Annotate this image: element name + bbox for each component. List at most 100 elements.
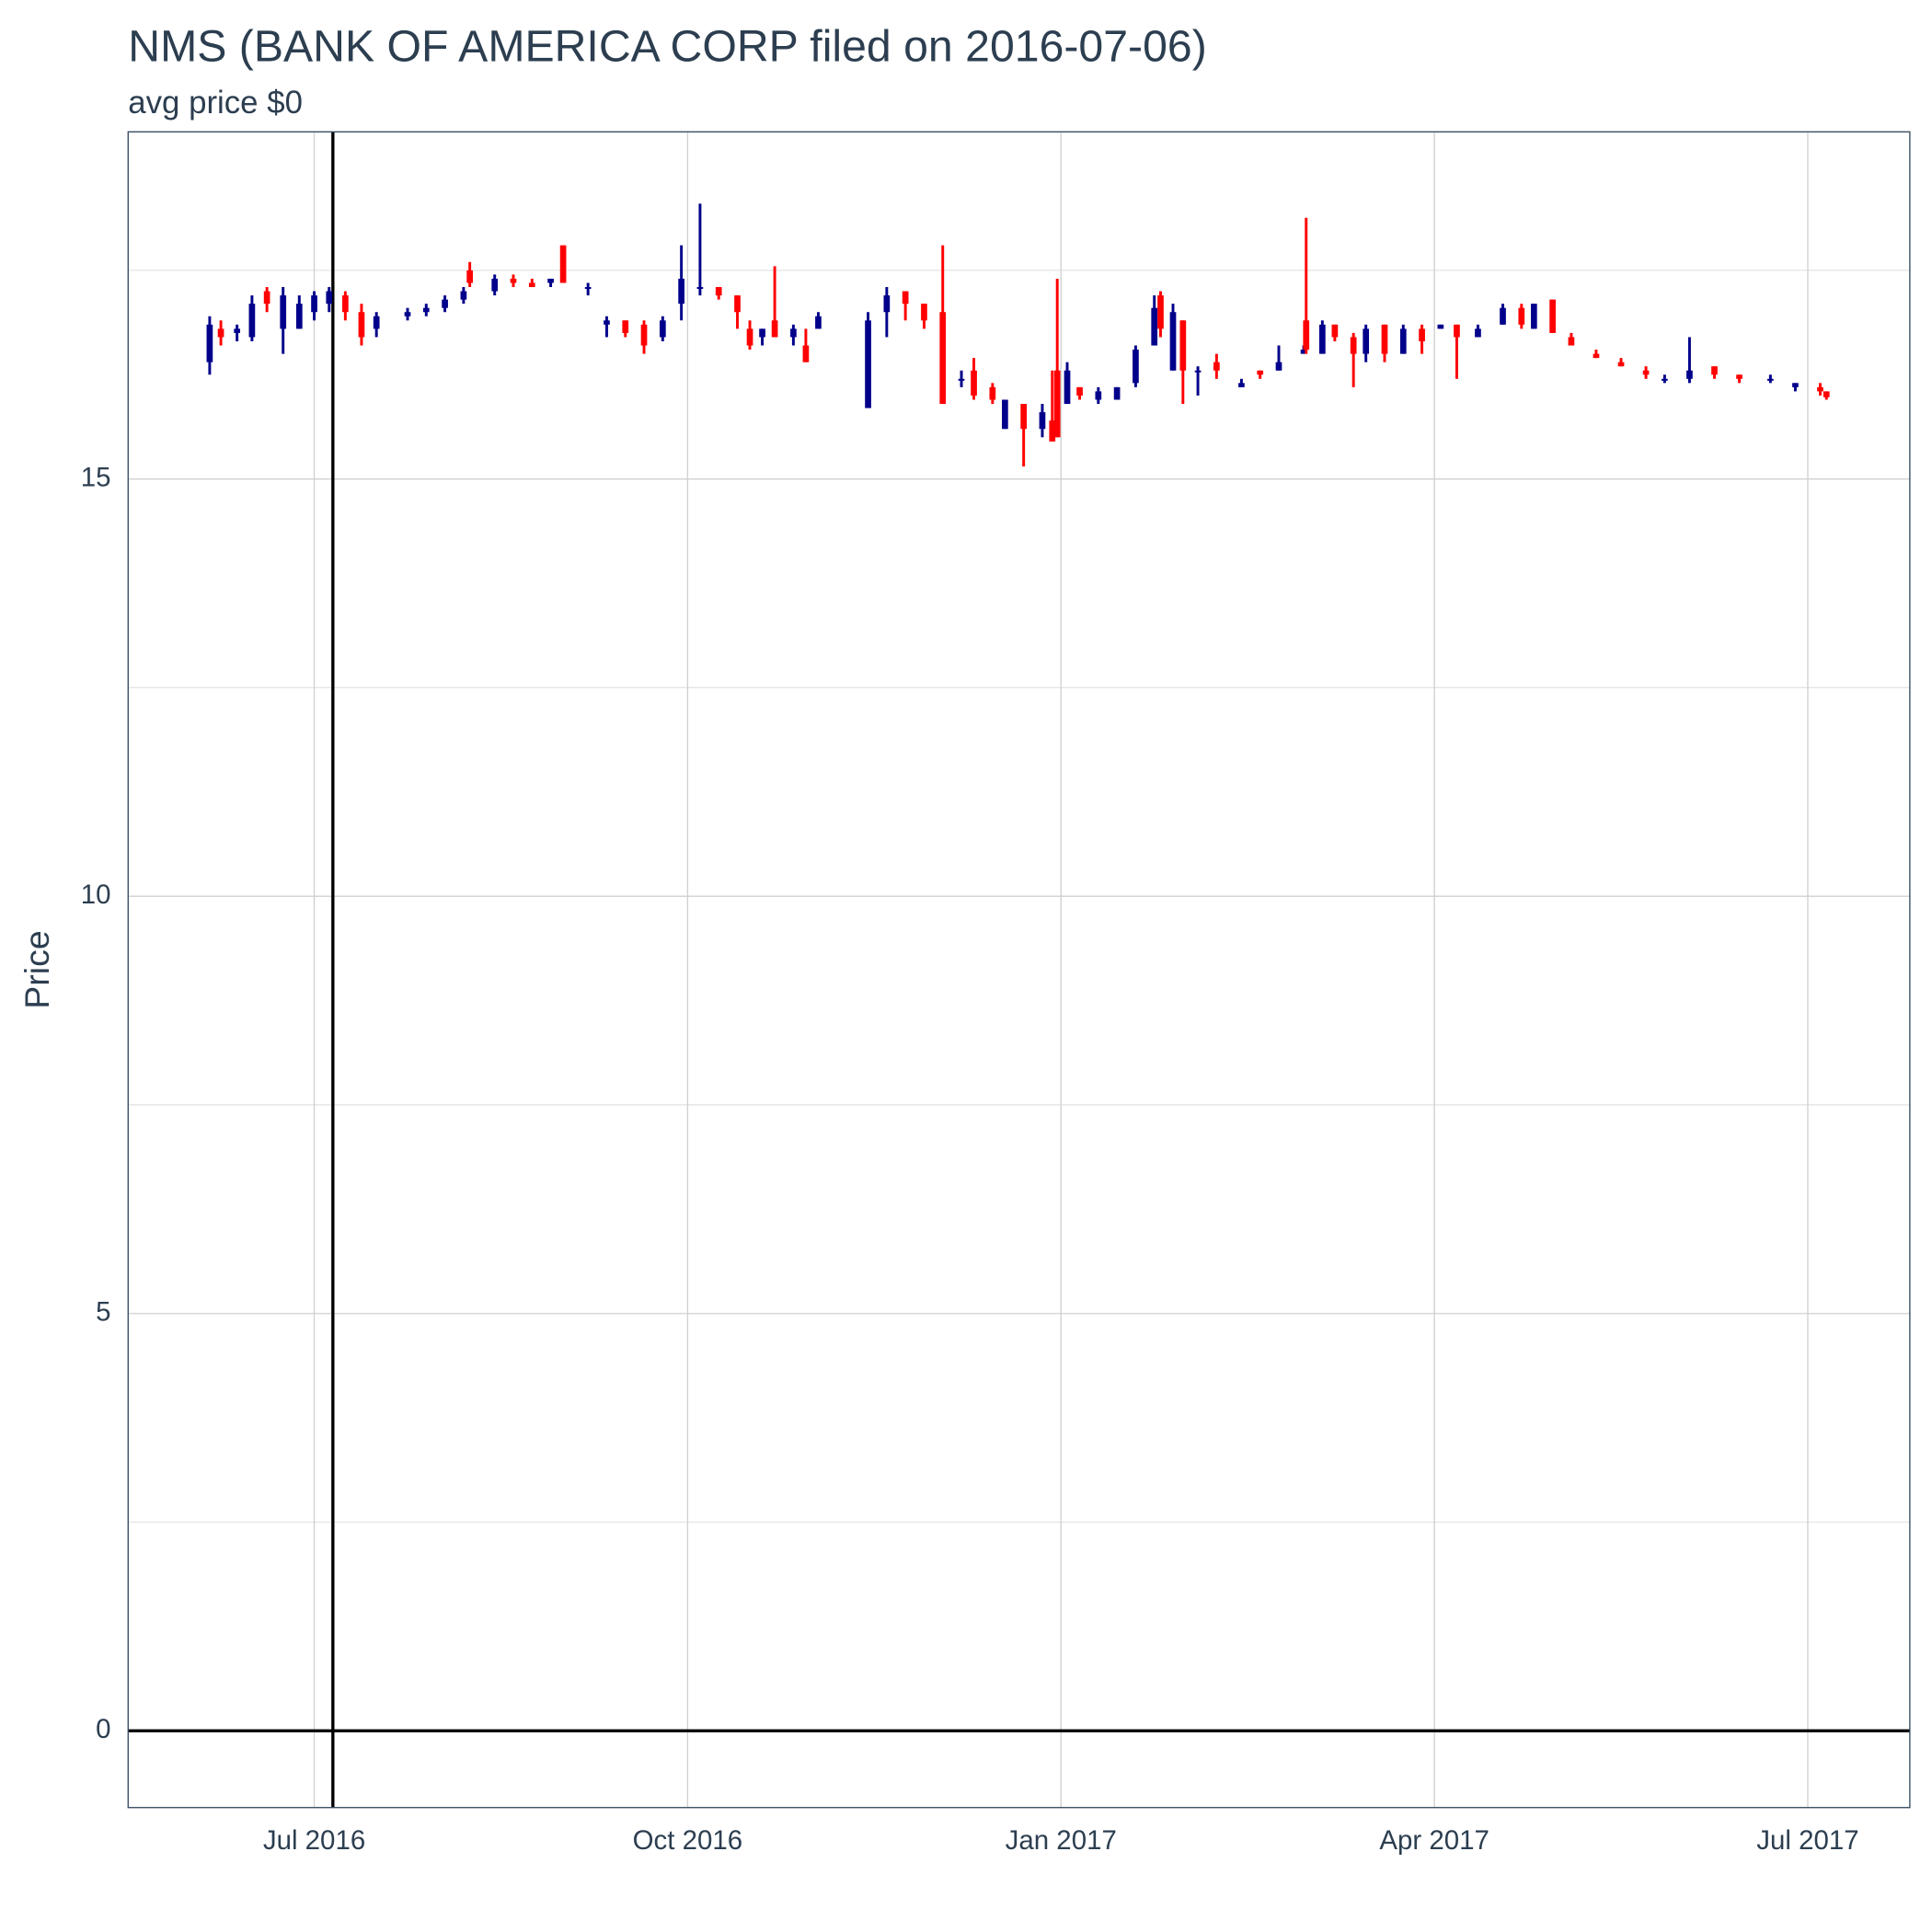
candle-body	[1133, 350, 1139, 384]
candle-body	[442, 299, 448, 308]
x-tick-label: Jul 2016	[263, 1825, 365, 1856]
candle-body	[678, 278, 684, 305]
candle-body	[342, 295, 349, 313]
candle-body	[1049, 420, 1056, 442]
candle-body	[1331, 324, 1339, 338]
candle-body	[759, 328, 765, 338]
candle-body	[771, 320, 778, 338]
candle-body	[404, 312, 411, 316]
candle-body	[1419, 328, 1425, 341]
candle-body	[358, 312, 365, 338]
candle-body	[1213, 362, 1220, 371]
candle-body	[1475, 328, 1481, 338]
candle-body	[1617, 362, 1625, 367]
candle-body	[746, 328, 753, 346]
candle-body	[790, 328, 797, 338]
candle-body	[1318, 324, 1326, 354]
y-axis-label: Price	[17, 930, 56, 1008]
candle-body	[1053, 370, 1061, 438]
candle-body	[510, 278, 517, 283]
y-tick-label: 5	[96, 1297, 110, 1328]
x-tick-label: Jul 2017	[1756, 1825, 1858, 1856]
x-tick-label: Jan 2017	[1006, 1825, 1117, 1856]
candle-body	[1194, 370, 1202, 373]
candle-body	[640, 324, 648, 346]
candle-body	[1363, 328, 1370, 354]
candle-body	[1039, 412, 1046, 430]
candle-body	[1568, 337, 1575, 346]
candle-body	[1549, 299, 1556, 333]
candle-body	[1736, 374, 1742, 379]
candle-body	[622, 320, 629, 333]
candle-body	[1113, 386, 1121, 400]
candle-body	[248, 304, 256, 338]
candle-body	[1686, 370, 1693, 379]
candle-body	[1792, 383, 1799, 387]
candle-body	[659, 320, 666, 338]
candle-body	[1179, 320, 1187, 371]
candle-body	[466, 270, 473, 283]
x-tick-label: Oct 2016	[633, 1825, 743, 1856]
candle-body	[1662, 378, 1668, 381]
candle-body	[1076, 386, 1083, 396]
candle-body	[1257, 370, 1264, 375]
candle-body	[1095, 391, 1102, 400]
candle-body	[373, 316, 380, 329]
candle-body	[460, 291, 467, 300]
candle-body	[883, 295, 891, 313]
candle-body	[547, 278, 554, 283]
y-tick-label: 15	[81, 462, 111, 492]
candle-body	[1350, 337, 1357, 354]
candle-body	[989, 386, 996, 400]
candle-body	[696, 287, 704, 290]
candle-body	[902, 291, 909, 305]
candle-body	[815, 316, 822, 329]
chart-title: NMS (BANK OF AMERICA CORP filed on 2016-…	[128, 21, 1206, 71]
candle-body	[234, 328, 241, 333]
candle-body	[326, 291, 333, 305]
candle-body	[802, 345, 810, 362]
candle-body	[921, 304, 927, 321]
candle-body	[1275, 362, 1282, 371]
candle-body	[263, 291, 270, 305]
candle-body	[1169, 312, 1177, 371]
candle-body	[584, 287, 592, 290]
candle-body	[491, 278, 499, 292]
candle-body	[865, 320, 871, 408]
candle-body	[1238, 383, 1245, 387]
candle-body	[1020, 404, 1028, 430]
y-tick-label: 10	[81, 880, 111, 910]
candle-body	[1300, 350, 1307, 354]
candle-body	[559, 245, 567, 283]
candle-body	[1642, 370, 1650, 375]
candle-body	[715, 287, 722, 296]
candle-body	[1454, 324, 1460, 338]
candle-body	[1823, 391, 1830, 397]
candle-body	[939, 312, 947, 405]
candle-body	[1518, 307, 1525, 325]
candle-body	[1530, 304, 1537, 329]
candle-body	[206, 324, 213, 362]
chart-subtitle: avg price $0	[128, 85, 303, 121]
candle-body	[1711, 366, 1718, 375]
y-tick-label: 0	[96, 1714, 110, 1744]
candle-body	[1303, 320, 1310, 351]
candle-body	[1817, 386, 1823, 392]
candle-body	[528, 282, 535, 288]
candle-body	[958, 378, 965, 381]
candle-body	[604, 320, 610, 325]
candle-body	[1767, 378, 1774, 381]
candle-body	[1399, 328, 1407, 354]
candle-body	[1500, 307, 1506, 325]
plot-border	[127, 131, 1911, 1809]
candle-body	[295, 304, 303, 329]
candle-body	[1151, 307, 1158, 346]
candle-body	[1064, 370, 1071, 405]
candle-body	[1593, 353, 1600, 359]
candle-body	[1002, 399, 1008, 430]
candle-body	[1381, 324, 1388, 354]
candle-body	[734, 295, 741, 313]
